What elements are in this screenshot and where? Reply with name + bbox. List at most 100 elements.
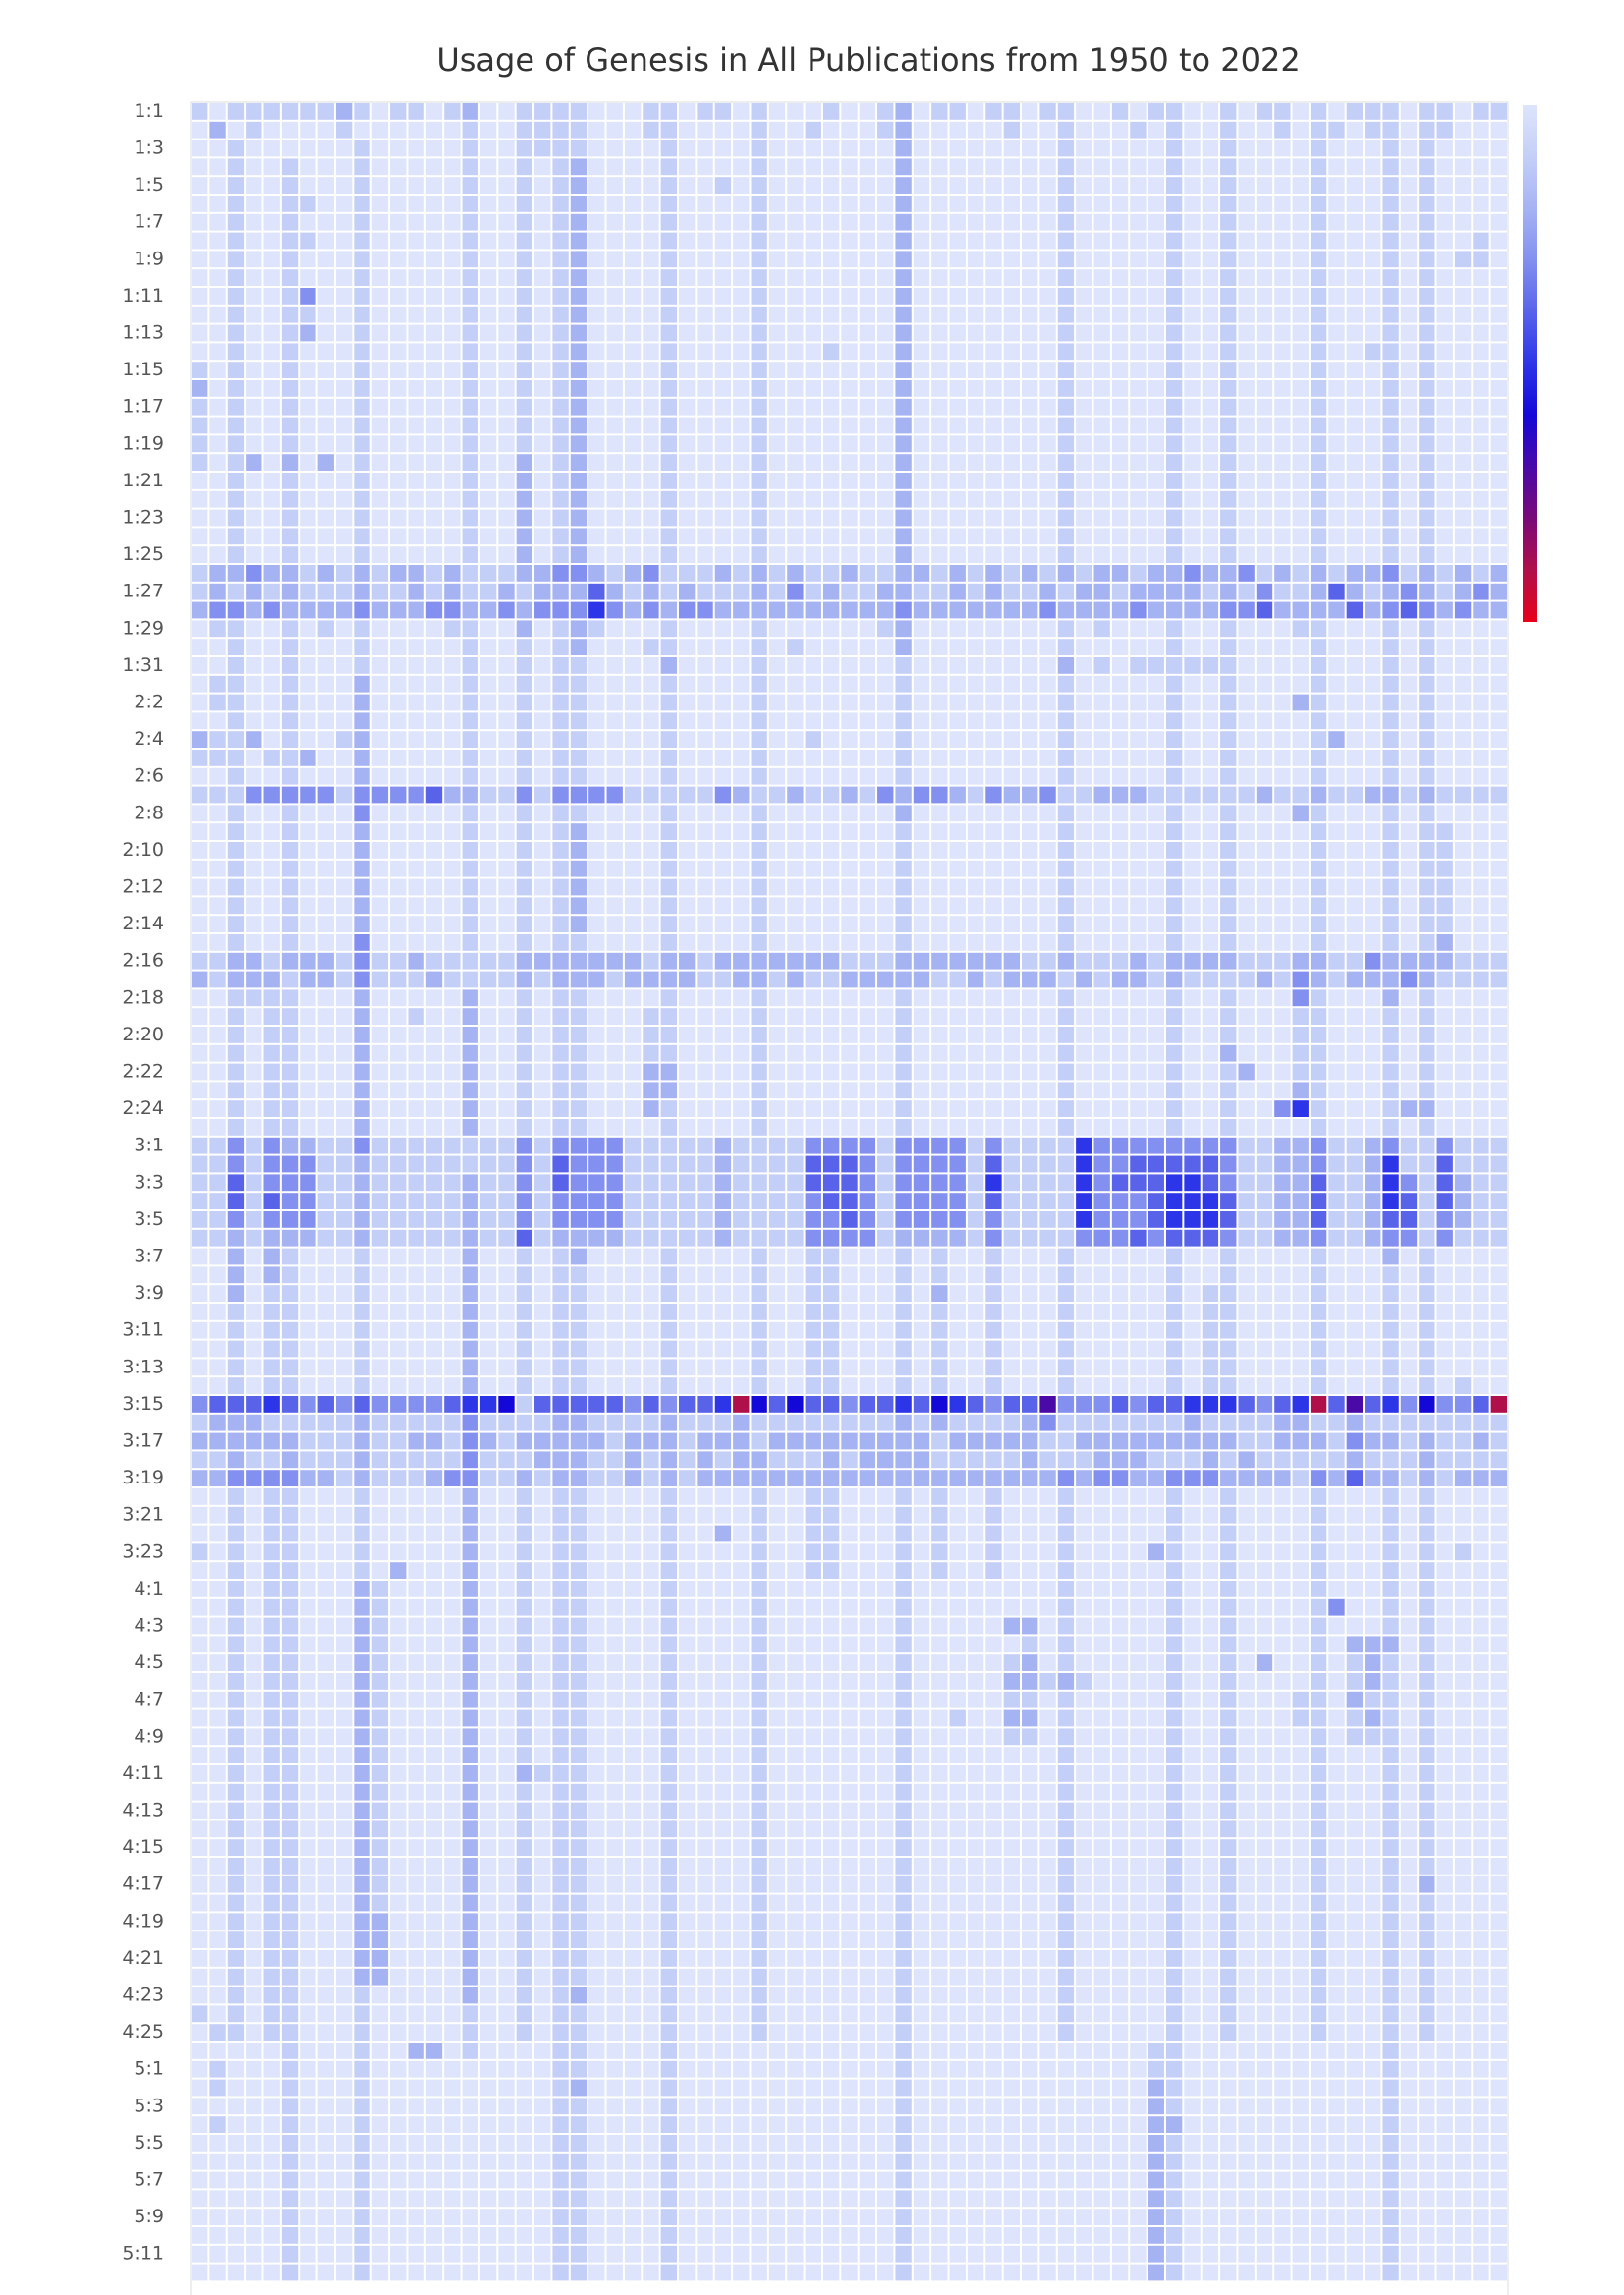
cell [660, 842, 677, 859]
cell [1365, 823, 1381, 840]
cell [1022, 398, 1038, 416]
cell [209, 454, 226, 471]
cell [1184, 860, 1201, 877]
cell [733, 620, 750, 638]
cell [877, 288, 894, 305]
cell [859, 362, 876, 378]
cell [1400, 694, 1418, 711]
cell [768, 601, 786, 619]
cell [624, 1100, 642, 1117]
cell [444, 675, 461, 693]
cell [1076, 731, 1092, 748]
cell [209, 1266, 226, 1284]
cell [588, 269, 605, 286]
cell [246, 971, 262, 988]
cell [822, 417, 840, 434]
cell [1256, 398, 1273, 416]
cell [552, 435, 569, 453]
cell [643, 362, 659, 378]
cell [877, 934, 894, 951]
cell [462, 1155, 478, 1173]
cell [1238, 583, 1255, 600]
cell [354, 546, 370, 563]
cell [1165, 639, 1183, 655]
cell [1202, 1063, 1219, 1081]
cell [913, 934, 930, 951]
cell [1238, 989, 1255, 1007]
cell [660, 750, 677, 766]
cell [246, 675, 262, 693]
cell [822, 1229, 840, 1247]
cell [1256, 916, 1273, 932]
cell [949, 823, 966, 840]
cell [733, 952, 750, 970]
cell [1419, 528, 1435, 545]
cell [408, 712, 424, 730]
cell [1111, 750, 1129, 766]
cell [678, 306, 696, 323]
cell [552, 823, 569, 840]
cell [1220, 971, 1237, 988]
cell [1184, 158, 1201, 176]
cell [390, 1008, 407, 1025]
cell [1346, 1248, 1364, 1265]
cell [1328, 435, 1345, 453]
cell [1022, 269, 1038, 286]
cell [931, 1027, 948, 1043]
cell [787, 417, 804, 434]
cell [1256, 731, 1273, 748]
cell [1292, 823, 1309, 840]
cell [841, 1193, 858, 1209]
cell [498, 398, 515, 416]
cell [498, 805, 515, 822]
cell [606, 657, 623, 674]
cell [1328, 232, 1345, 250]
cell [895, 897, 912, 915]
cell [1165, 490, 1183, 508]
cell [1022, 1044, 1038, 1062]
cell [895, 1266, 912, 1284]
cell [516, 842, 533, 859]
cell [263, 916, 280, 932]
cell [281, 657, 299, 674]
cell [1130, 657, 1147, 674]
cell [408, 343, 424, 361]
cell [822, 380, 840, 397]
cell [643, 731, 659, 748]
cell [1328, 1082, 1345, 1099]
cell [606, 1082, 623, 1099]
cell [1238, 269, 1255, 286]
cell [209, 1340, 226, 1358]
cell [841, 288, 858, 305]
cell [227, 103, 245, 120]
cell [516, 750, 533, 766]
cell [859, 583, 876, 600]
cell [263, 842, 280, 859]
cell [841, 750, 858, 766]
cell [1310, 620, 1327, 638]
cell [949, 565, 966, 582]
cell [552, 657, 569, 674]
cell [697, 1285, 713, 1302]
cell [588, 417, 605, 434]
cell [678, 731, 696, 748]
cell [787, 1248, 804, 1265]
cell [1274, 675, 1291, 693]
cell [733, 306, 750, 323]
cell [209, 675, 226, 693]
cell [1003, 1174, 1021, 1192]
cell [606, 380, 623, 397]
cell [588, 1063, 605, 1081]
cell [805, 306, 821, 323]
cell [1292, 546, 1309, 563]
cell [300, 158, 316, 176]
cell [390, 1248, 407, 1265]
cell [931, 1155, 948, 1173]
cell [660, 731, 677, 748]
cell [335, 362, 353, 378]
cell [1256, 1119, 1273, 1136]
cell [516, 196, 533, 212]
cell [534, 454, 551, 471]
cell [931, 362, 948, 378]
cell [354, 1027, 370, 1043]
